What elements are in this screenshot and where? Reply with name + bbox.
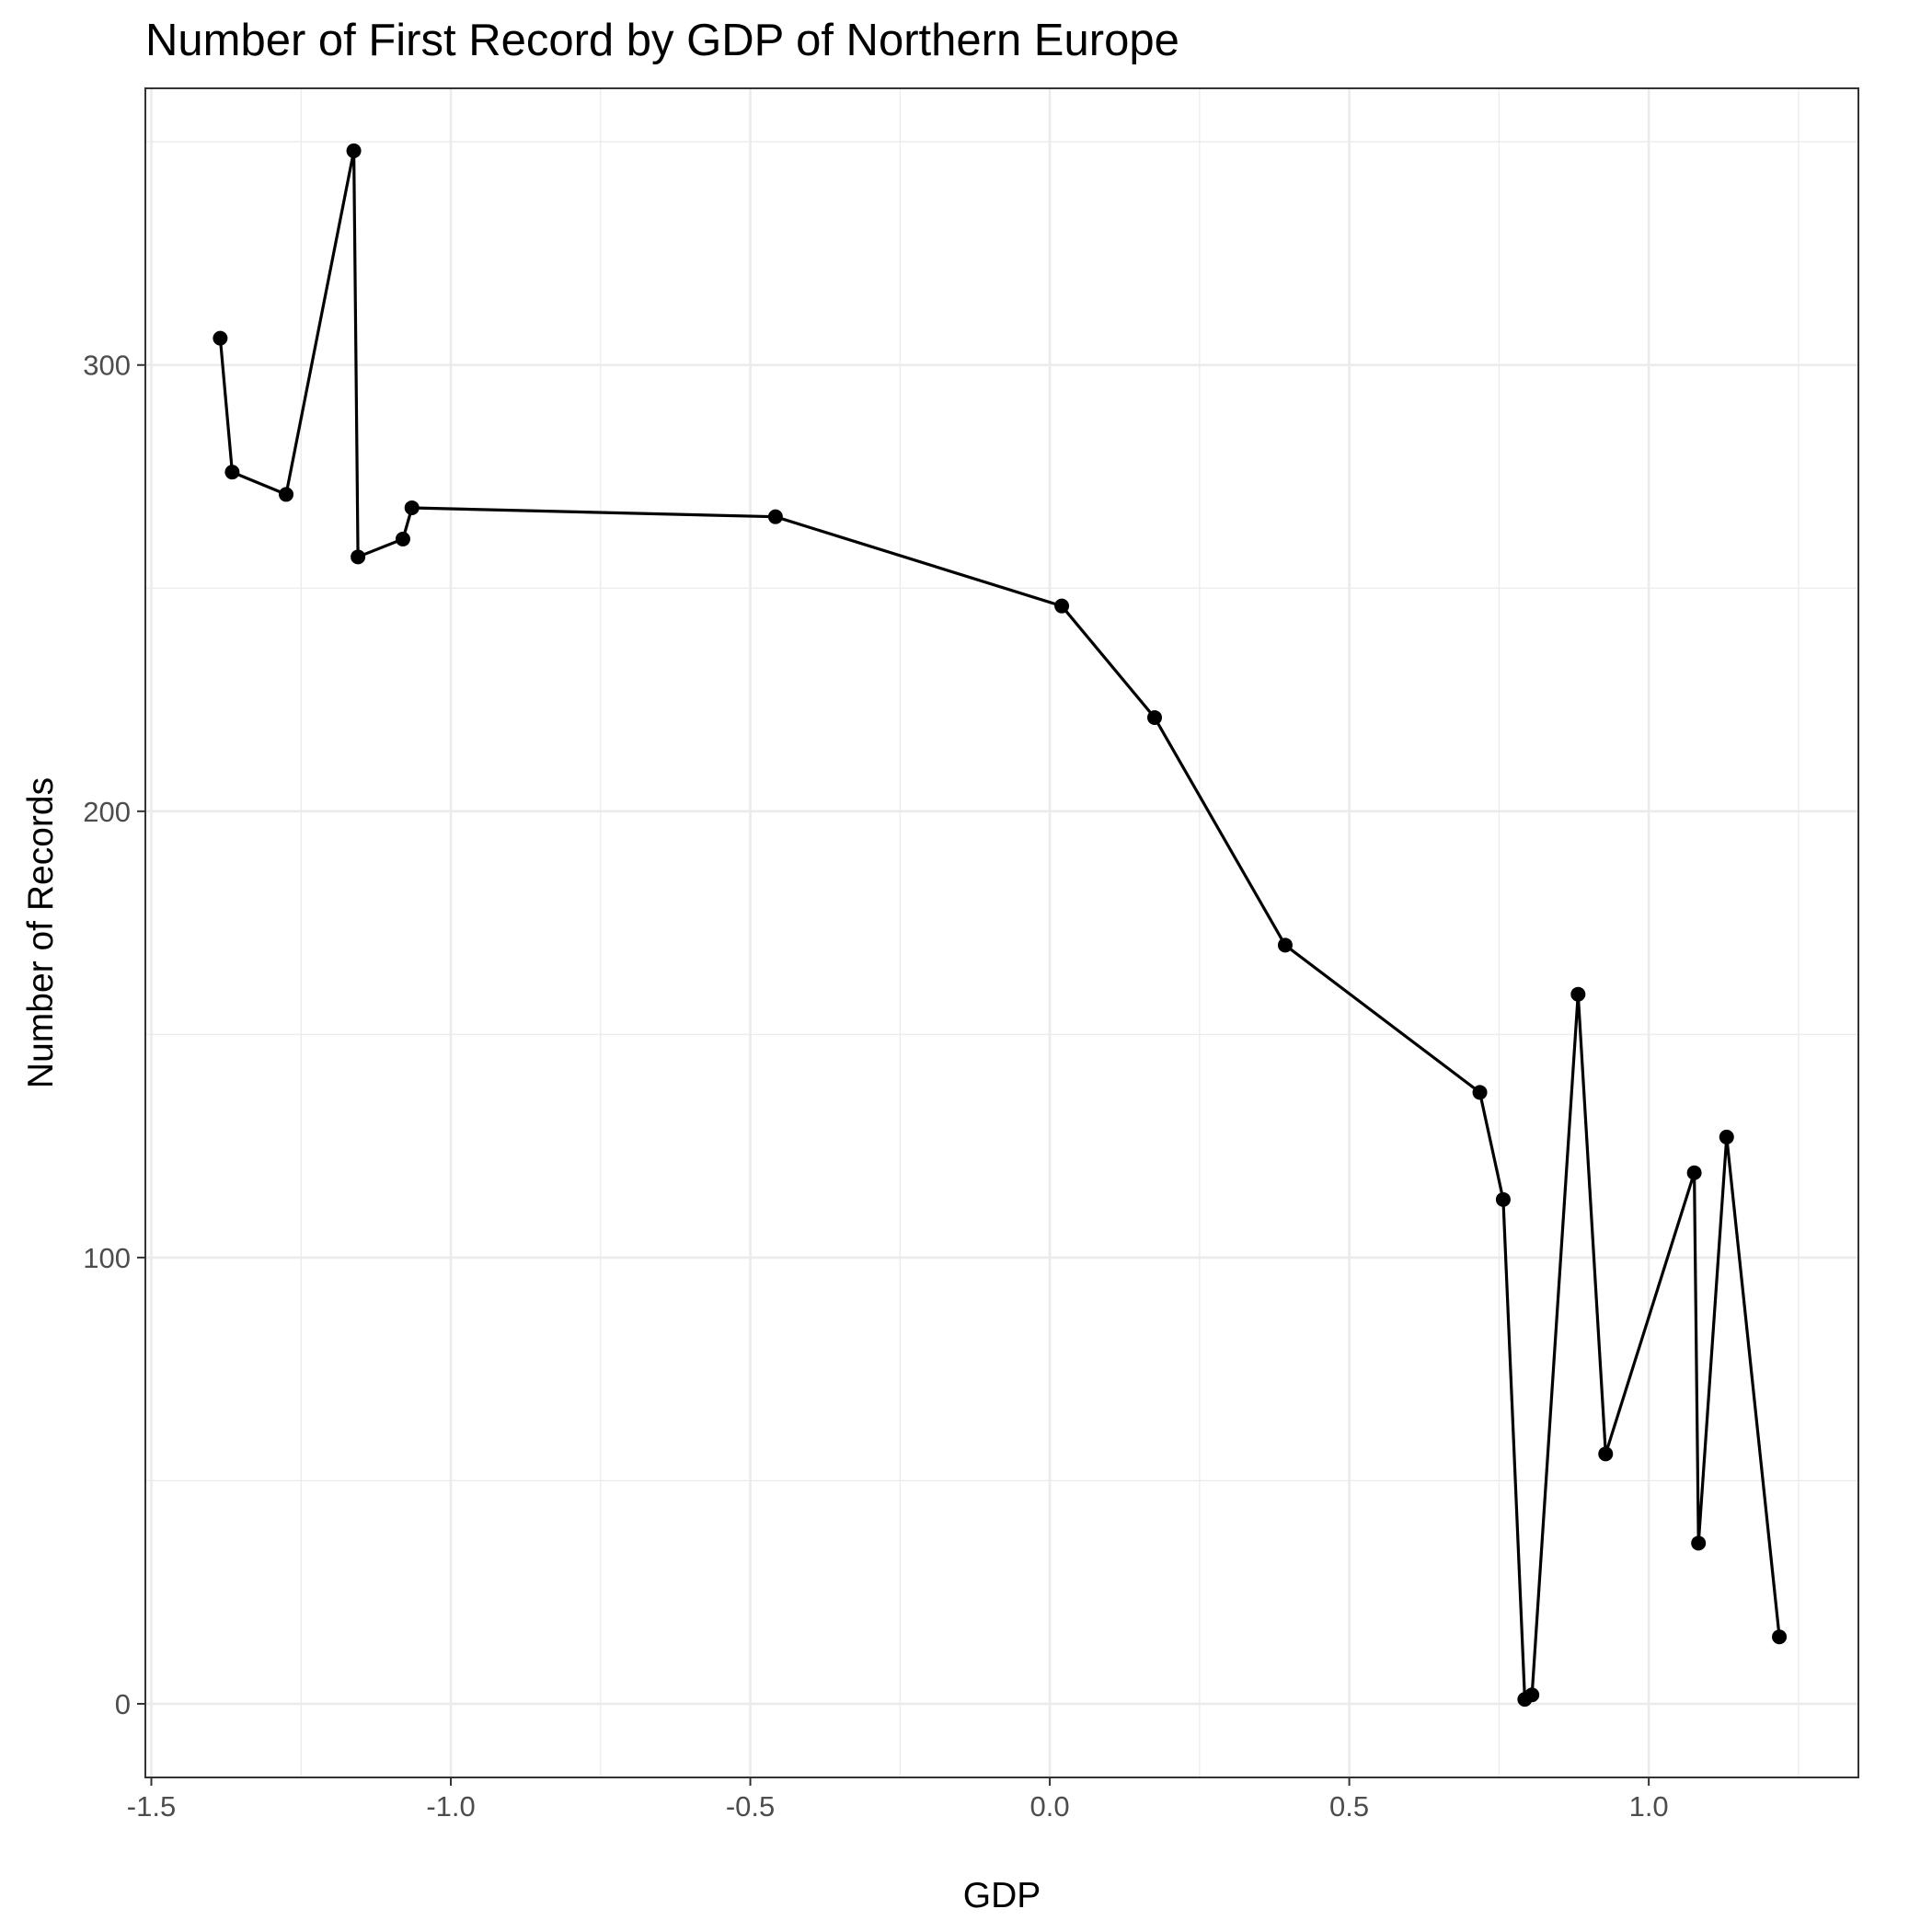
y-tick-label: 0: [115, 1688, 131, 1720]
data-point: [1570, 986, 1586, 1002]
data-point: [1054, 598, 1070, 614]
x-tick-label: -1.0: [426, 1790, 475, 1823]
data-point: [1719, 1129, 1734, 1144]
y-axis: 0 100 200 300: [83, 350, 145, 1720]
data-point: [1691, 1535, 1707, 1551]
data-point: [404, 500, 420, 515]
data-point: [1524, 1687, 1540, 1703]
data-point: [1772, 1629, 1788, 1645]
data-point: [1495, 1191, 1511, 1207]
data-point: [278, 487, 293, 502]
y-tick-label: 300: [83, 350, 131, 382]
x-tick-label: 1.0: [1629, 1790, 1669, 1823]
data-point: [224, 465, 240, 480]
data-point: [395, 531, 410, 546]
data-point: [1472, 1085, 1488, 1100]
y-tick-label: 100: [83, 1242, 131, 1274]
data-point: [1277, 937, 1293, 953]
major-gridlines: [145, 88, 1858, 1777]
x-axis-title: GDP: [963, 1876, 1041, 1915]
y-axis-title: Number of Records: [21, 777, 61, 1088]
x-axis: -1.5 -1.0 -0.5 0.0 0.5 1.0: [127, 1777, 1669, 1823]
data-point: [1147, 709, 1163, 725]
data-point: [767, 509, 783, 524]
series-layer: [213, 143, 1788, 1708]
data-point: [1686, 1165, 1702, 1180]
data-point: [346, 143, 362, 158]
x-tick-label: 0.5: [1329, 1790, 1369, 1823]
x-tick-label: -1.5: [127, 1790, 176, 1823]
data-point: [1598, 1446, 1614, 1462]
chart-title: Number of First Record by GDP of Norther…: [145, 16, 1179, 65]
y-tick-label: 200: [83, 796, 131, 828]
plot-panel-border: [144, 87, 1859, 1778]
data-point: [213, 330, 228, 346]
x-tick-label: -0.5: [726, 1790, 775, 1823]
x-tick-label: 0.0: [1030, 1790, 1070, 1823]
data-point: [351, 549, 366, 565]
